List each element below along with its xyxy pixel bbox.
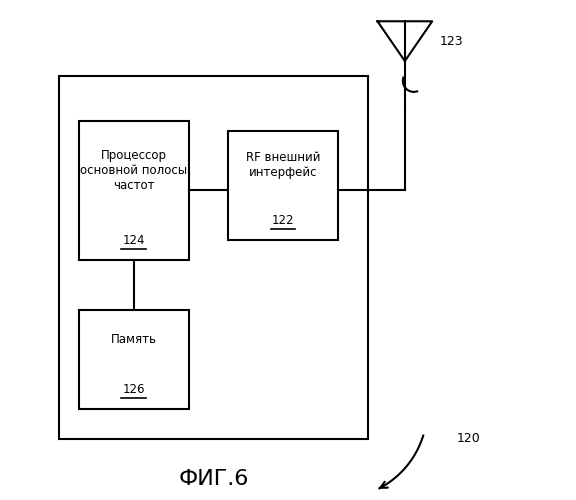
Text: 123: 123 — [439, 34, 463, 48]
FancyBboxPatch shape — [79, 310, 188, 409]
FancyBboxPatch shape — [228, 130, 338, 240]
Text: Память: Память — [111, 333, 157, 346]
Text: ФИГ.6: ФИГ.6 — [178, 468, 249, 488]
Text: 124: 124 — [123, 234, 145, 246]
Text: 122: 122 — [272, 214, 294, 226]
Text: 126: 126 — [123, 382, 145, 396]
FancyBboxPatch shape — [79, 120, 188, 260]
Text: 120: 120 — [457, 432, 481, 446]
Text: RF внешний
интерфейс: RF внешний интерфейс — [246, 152, 320, 180]
FancyBboxPatch shape — [59, 76, 367, 439]
Text: Процессор
основной полосы
частот: Процессор основной полосы частот — [80, 149, 187, 192]
